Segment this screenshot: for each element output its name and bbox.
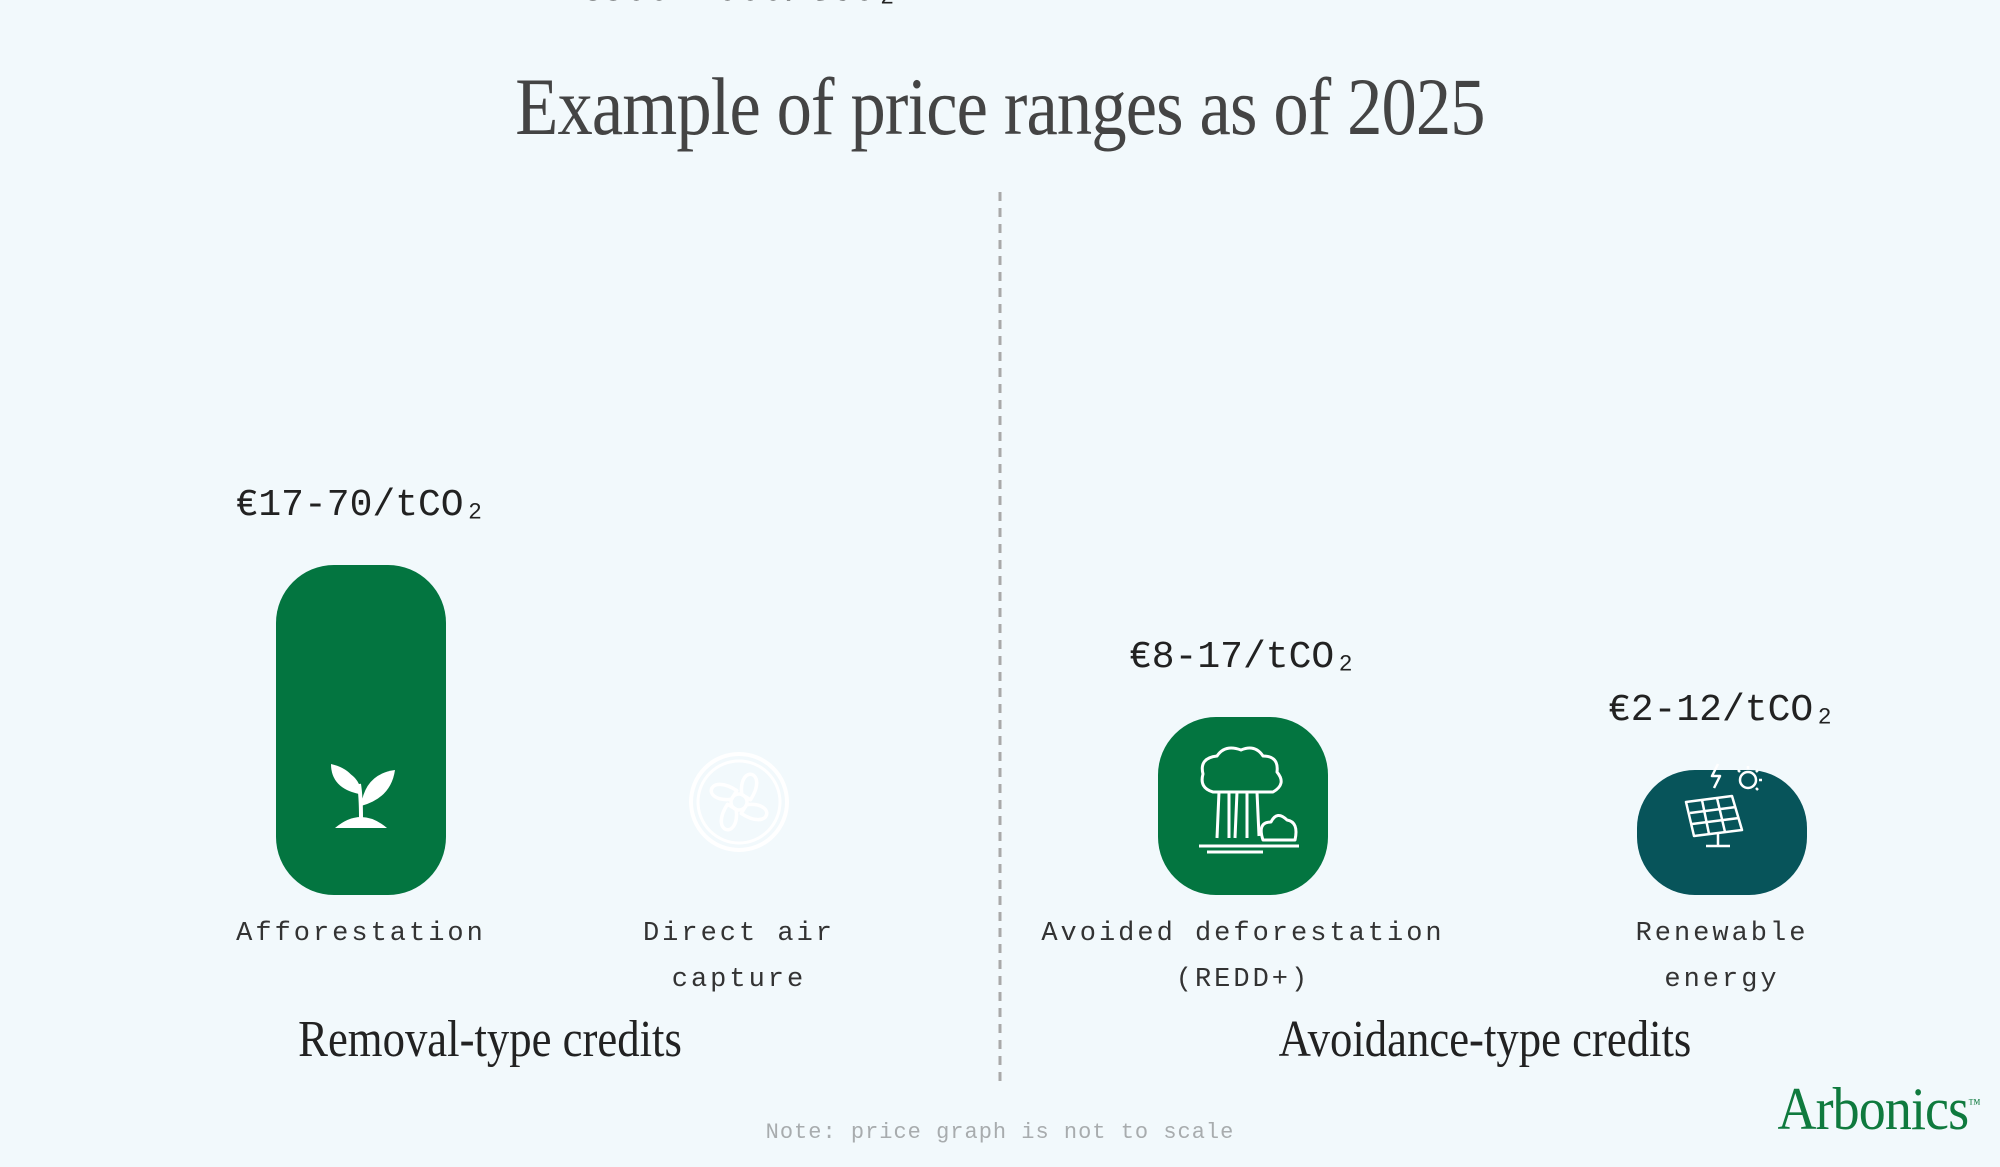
category-label: Direct air <box>643 919 835 949</box>
price-label: €2-12/tCO₂ <box>1608 689 1836 732</box>
stem <box>357 783 363 819</box>
forest-icon <box>1199 746 1299 854</box>
brand-trademark: ™ <box>1968 1097 1981 1112</box>
bar-group: €500-2000/tCO₂ Direct air capture <box>579 0 898 995</box>
fan-blade-1 <box>739 772 759 802</box>
category-label: Avoided deforestation <box>1041 919 1444 949</box>
bar-group: €8-17/tCO₂ Avoided deforestation (REDD+) <box>1041 636 1444 995</box>
price-label: €17-70/tCO₂ <box>236 484 487 527</box>
fan-outer-ring <box>689 752 789 852</box>
bar-1 <box>276 565 446 895</box>
tree-trunks <box>1215 791 1261 839</box>
bar-group: €2-12/tCO₂ Renewable energy <box>1608 689 1836 995</box>
group-label-removal: Removal-type credits <box>298 1011 682 1068</box>
panel-stand <box>1706 834 1730 848</box>
bush <box>1259 814 1298 842</box>
price-label: €8-17/tCO₂ <box>1129 636 1357 679</box>
left-leaf <box>331 764 359 794</box>
bar-group: €17-70/tCO₂ Afforestation <box>236 484 487 949</box>
panel-grid <box>1689 797 1740 835</box>
category-label: capture <box>672 965 806 995</box>
brand-logo: Arbonics™ <box>1777 1075 1981 1144</box>
bar-3 <box>1158 717 1328 895</box>
fan-hub <box>729 792 749 812</box>
chart-title: Example of price ranges as of 2025 <box>515 61 1485 152</box>
panel-frame <box>1684 794 1744 838</box>
fan-blade-4 <box>709 782 739 802</box>
sun-rays <box>1737 766 1762 791</box>
price-label: €500-2000/tCO₂ <box>579 0 898 12</box>
fan-blade-3 <box>719 802 739 832</box>
fan-inner-ring <box>696 759 782 845</box>
group-label-avoidance: Avoidance-type credits <box>1278 1011 1692 1068</box>
category-label: Renewable <box>1636 919 1809 949</box>
lightning-bolt <box>1710 763 1722 789</box>
category-label: energy <box>1664 965 1779 995</box>
ground-lines <box>1199 844 1299 854</box>
fan-icon <box>689 752 789 852</box>
small-leaf <box>338 772 361 789</box>
right-leaf <box>361 770 395 806</box>
seedling-icon <box>331 764 395 828</box>
category-label: Afforestation <box>236 919 486 949</box>
sun <box>1738 770 1758 790</box>
fan-blade-2 <box>739 802 769 822</box>
soil-mound <box>335 817 387 828</box>
scale-note: Note: price graph is not to scale <box>765 1120 1235 1145</box>
category-label: (REDD+) <box>1176 965 1310 995</box>
brand-name: Arbonics <box>1777 1076 1970 1142</box>
solar-panel-icon <box>1684 763 1762 848</box>
tree-canopy <box>1200 746 1283 794</box>
